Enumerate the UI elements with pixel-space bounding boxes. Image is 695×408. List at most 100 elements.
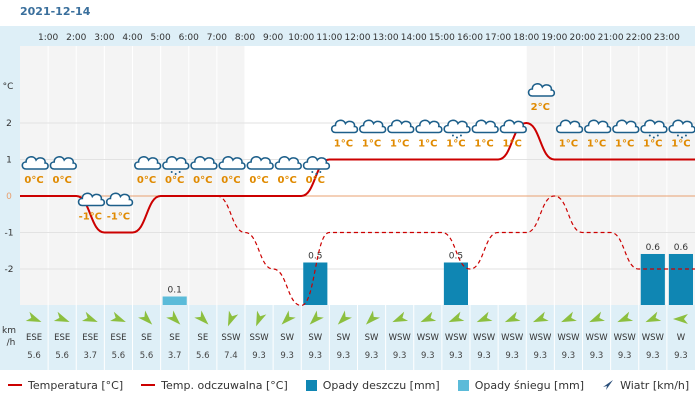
cloud-icon xyxy=(555,119,584,134)
temperature-label: 1°C xyxy=(418,139,437,150)
wind-direction-label: ESE xyxy=(54,333,70,343)
wind-direction-label: SSW xyxy=(249,333,269,343)
rain-bar xyxy=(443,262,468,305)
wind-speed-label: 9.3 xyxy=(646,351,660,361)
hour-label: 3:00 xyxy=(94,33,114,43)
temperature-label: 1°C xyxy=(474,139,493,150)
rain-bar xyxy=(668,253,693,305)
legend-rain-label: Opady deszczu [mm] xyxy=(322,378,440,392)
wind-direction-label: WSW xyxy=(642,333,665,343)
temperature-label: 0°C xyxy=(165,175,184,186)
temperature-label: 0°C xyxy=(137,175,156,186)
rain-bar xyxy=(640,253,665,305)
rain-label: 0.6 xyxy=(646,243,661,253)
hour-label: 11:00 xyxy=(316,33,342,43)
wind-arrow-icon xyxy=(561,311,577,323)
hour-label: 6:00 xyxy=(179,33,199,43)
wind-arrow-icon xyxy=(25,311,42,322)
temperature-label: 1°C xyxy=(587,139,606,150)
wind-speed-label: 5.6 xyxy=(140,351,154,361)
hour-label: 23:00 xyxy=(654,33,680,43)
wind-speed-label: 5.6 xyxy=(27,351,41,361)
legend-snow-label: Opady śniegu [mm] xyxy=(474,378,585,392)
hour-label: 22:00 xyxy=(626,33,652,43)
left-axis-panel xyxy=(0,26,20,370)
cloud-icon xyxy=(218,156,246,170)
wind-speed-label: 3.7 xyxy=(84,351,98,361)
wind-arrow-icon xyxy=(309,310,324,325)
wind-arrow-icon xyxy=(603,380,614,390)
wind-arrow-icon xyxy=(392,311,409,323)
cloud-icon xyxy=(330,119,359,134)
hour-label: 21:00 xyxy=(598,33,624,43)
cloud-icon xyxy=(77,192,106,207)
wind-arrow-icon xyxy=(448,311,465,323)
temperature-label: 1°C xyxy=(362,139,381,150)
temperature-label: 0°C xyxy=(24,175,43,186)
y-tick-label: 2 xyxy=(6,119,12,129)
snow-bar xyxy=(162,296,187,305)
wind-speed-label: 9.3 xyxy=(337,351,351,361)
wind-arrow-icon xyxy=(532,311,549,323)
temperature-label: 1°C xyxy=(559,139,578,150)
hour-label: 14:00 xyxy=(401,33,427,43)
cloud-icon xyxy=(499,119,527,134)
hour-label: 1:00 xyxy=(38,33,58,43)
legend-rain-swatch xyxy=(305,379,317,391)
wind-arrow-icon xyxy=(420,311,437,323)
wind-speed-label: 9.3 xyxy=(280,351,294,361)
date-label: 2021-12-14 xyxy=(20,5,91,18)
wind-speed-label: 9.3 xyxy=(590,351,604,361)
rain-label: 0.5 xyxy=(308,251,322,261)
wind-arrow-icon xyxy=(194,310,209,325)
wind-speed-label: 9.3 xyxy=(505,351,519,361)
wind-direction-label: WSW xyxy=(585,333,608,343)
wind-arrow-icon xyxy=(337,310,352,325)
temperature-label: -1°C xyxy=(79,212,102,223)
legend-temperature-swatch xyxy=(8,384,22,386)
wind-speed-label: 9.3 xyxy=(674,351,688,361)
cloud-icon xyxy=(134,156,162,170)
temperature-label: 0°C xyxy=(306,175,325,186)
weather-chart: 0.5 0.50.6 0.60.1 0°C 0°C-1°C -1°C0°C 0°C 0°C 0… xyxy=(0,26,695,370)
wind-speed-label: 9.3 xyxy=(365,351,379,361)
cloud-snow-icon xyxy=(302,156,331,175)
wind-arrow-icon xyxy=(589,311,605,323)
cloud-icon xyxy=(387,119,415,134)
rain-label: 0.6 xyxy=(674,243,689,253)
y-tick-label: -2 xyxy=(5,265,14,275)
temperature-label: 0°C xyxy=(249,175,268,186)
cloud-snow-icon xyxy=(640,119,668,139)
temperature-label: 1°C xyxy=(390,139,409,150)
wind-speed-label: 9.3 xyxy=(393,351,407,361)
wind-direction-label: WSW xyxy=(501,333,524,343)
temperature-label: 1°C xyxy=(334,139,353,150)
temperature-label: 0°C xyxy=(221,175,240,186)
temperature-label: 1°C xyxy=(643,139,662,150)
snow-label: 0.1 xyxy=(168,285,182,295)
legend-item-feels-like: Temp. odczuwalna [°C] xyxy=(141,379,288,392)
rain-label: 0.5 xyxy=(449,251,463,261)
wind-speed-label: 9.3 xyxy=(252,351,266,361)
wind-direction-label: WSW xyxy=(473,333,496,343)
rain-bar xyxy=(303,262,328,305)
wind-speed-label: 9.3 xyxy=(477,351,491,361)
cloud-icon xyxy=(21,156,49,170)
wind-speed-label: 7.4 xyxy=(224,351,238,361)
hour-label: 5:00 xyxy=(151,33,171,43)
wind-speed-label: 3.7 xyxy=(168,351,182,361)
cloud-icon xyxy=(49,156,77,170)
wind-speed-label: 9.3 xyxy=(449,351,463,361)
wind-arrow-icon xyxy=(476,311,493,323)
hour-label: 13:00 xyxy=(373,33,399,43)
cloud-icon xyxy=(415,119,443,134)
wind-arrow-icon xyxy=(110,311,126,322)
wind-direction-label: W xyxy=(677,333,686,343)
wind-direction-label: WSW xyxy=(417,333,440,343)
wind-unit-label: /h xyxy=(7,338,16,348)
cloud-icon xyxy=(190,156,218,170)
wind-direction-label: WSW xyxy=(529,333,552,343)
hour-label: 9:00 xyxy=(263,33,283,43)
cloud-icon xyxy=(246,156,274,170)
wind-direction-label: ESE xyxy=(82,333,98,343)
